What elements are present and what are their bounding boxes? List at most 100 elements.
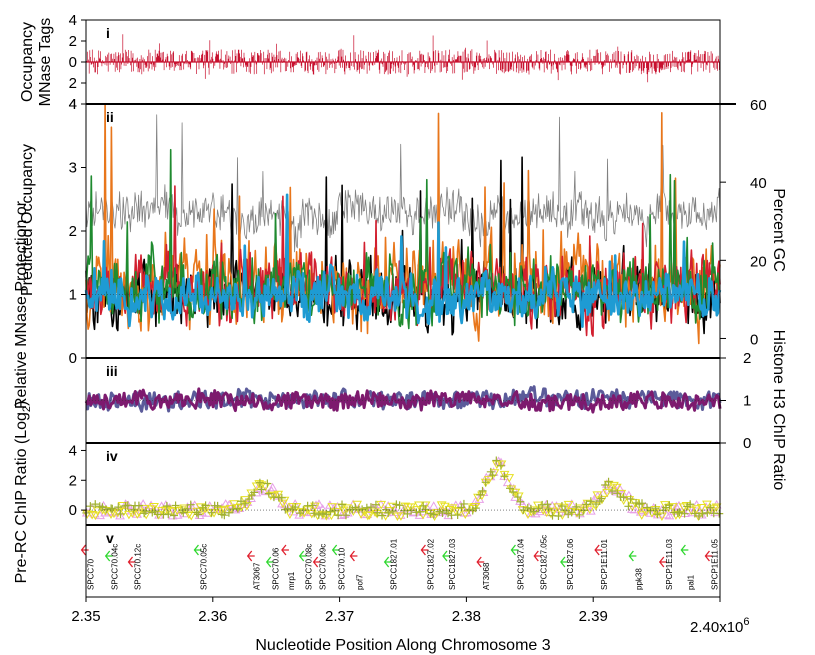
- marker-pre-rc-1: [138, 499, 148, 508]
- marker-pre-rc-2: [548, 507, 559, 517]
- marker-pre-rc-3: [257, 485, 266, 494]
- marker-pre-rc-3: [453, 510, 462, 519]
- panel-iv-tick-label: 4: [69, 442, 77, 459]
- marker-pre-rc-3: [608, 486, 617, 495]
- gene-arrow-icon: [193, 544, 202, 556]
- marker-pre-rc-2: [406, 503, 416, 512]
- marker-pre-rc-1: [566, 499, 577, 508]
- marker-pre-rc-3: [686, 500, 695, 509]
- marker-pre-rc-1: [428, 501, 439, 510]
- gene-arrow-icon: [246, 550, 255, 562]
- marker-pre-rc-3: [255, 478, 264, 487]
- marker-pre-rc-3: [141, 506, 150, 515]
- marker-pre-rc-3: [194, 510, 203, 519]
- marker-pre-rc-3: [371, 500, 380, 509]
- marker-pre-rc-1: [645, 508, 656, 517]
- marker-pre-rc-3: [308, 501, 317, 510]
- marker-pre-rc-2: [254, 480, 265, 489]
- y-label-predicted-occupancy: Predicted Occupancy: [19, 144, 36, 296]
- marker-pre-rc-2: [504, 474, 515, 483]
- marker-pre-rc-3: [134, 501, 143, 510]
- gene-arrow-icon: [442, 550, 450, 562]
- marker-pre-rc-1: [434, 507, 445, 517]
- marker-pre-rc-3: [86, 502, 95, 511]
- gene-arrow-icon: [704, 550, 713, 562]
- gene-label: pal1: [686, 574, 695, 590]
- marker-pre-rc-3: [653, 510, 662, 519]
- marker-pre-rc-2: [668, 503, 678, 512]
- marker-pre-rc-3: [162, 502, 171, 511]
- marker-pre-rc-3: [586, 497, 595, 506]
- marker-pre-rc-3: [557, 502, 566, 511]
- marker-pre-rc-3: [263, 479, 272, 488]
- panel-i-tick-label: 4: [69, 96, 77, 113]
- marker-pre-rc-2: [326, 511, 337, 521]
- marker-pre-rc-3: [638, 499, 647, 508]
- marker-pre-rc-2: [538, 506, 549, 515]
- percent-gc-tick-label: 20: [750, 253, 767, 270]
- marker-pre-rc-2: [553, 503, 563, 512]
- marker-pre-rc-3: [459, 499, 468, 508]
- marker-pre-rc-3: [529, 507, 538, 516]
- marker-pre-rc-3: [192, 508, 201, 517]
- marker-pre-rc-1: [671, 502, 682, 511]
- series-percent-gc: [85, 114, 721, 253]
- gene-label: SPCC1827.06: [566, 538, 575, 590]
- marker-pre-rc-3: [403, 509, 412, 518]
- marker-pre-rc-3: [245, 495, 254, 504]
- gene-label: SPCP1E11.01: [600, 538, 609, 590]
- marker-pre-rc-3: [604, 477, 613, 486]
- gene-arrow-icon: [560, 556, 568, 568]
- marker-pre-rc-2: [447, 504, 458, 513]
- panel-iv-tick-label: 2: [69, 472, 77, 489]
- x-tick-label: 2.38: [452, 608, 481, 625]
- marker-pre-rc-2: [246, 489, 257, 499]
- x-axis-label: Nucleotide Position Along Chromosome 3: [255, 637, 550, 654]
- marker-pre-rc-3: [582, 500, 591, 509]
- marker-pre-rc-3: [715, 509, 724, 518]
- marker-pre-rc-1: [186, 501, 197, 511]
- percent-gc-tick-label: 0: [750, 331, 758, 348]
- marker-pre-rc-1: [575, 508, 585, 518]
- marker-pre-rc-3: [543, 500, 552, 509]
- marker-pre-rc-3: [492, 456, 501, 465]
- marker-pre-rc-2: [184, 510, 194, 520]
- gene-arrow-icon: [312, 556, 321, 568]
- marker-pre-rc-2: [592, 491, 603, 500]
- marker-pre-rc-3: [91, 500, 100, 509]
- marker-pre-rc-2: [216, 506, 227, 516]
- gene-arrow-icon: [658, 556, 667, 568]
- marker-pre-rc-1: [253, 483, 264, 492]
- marker-pre-rc-2: [454, 507, 464, 517]
- marker-pre-rc-2: [186, 512, 197, 521]
- marker-pre-rc-2: [436, 501, 447, 510]
- series-h3-chip-2: [84, 387, 722, 414]
- marker-pre-rc-3: [186, 500, 195, 509]
- marker-pre-rc-2: [219, 505, 230, 515]
- marker-pre-rc-3: [384, 508, 393, 517]
- marker-pre-rc-3: [519, 506, 528, 515]
- marker-pre-rc-3: [220, 511, 229, 520]
- marker-pre-rc-3: [481, 478, 490, 487]
- gene-arrow-icon: [594, 544, 603, 556]
- gene-label: mrp1: [287, 571, 296, 590]
- marker-pre-rc-3: [544, 505, 553, 514]
- marker-pre-rc-2: [483, 476, 494, 485]
- marker-pre-rc-2: [273, 490, 284, 500]
- marker-pre-rc-1: [260, 486, 271, 496]
- x-tick-label: 2.39: [579, 608, 608, 625]
- marker-pre-rc-3: [314, 510, 323, 519]
- marker-pre-rc-3: [378, 511, 387, 520]
- marker-pre-rc-2: [711, 503, 722, 512]
- marker-pre-rc-2: [172, 506, 183, 516]
- marker-pre-rc-2: [362, 511, 373, 521]
- panel-label-iii: iii: [106, 363, 118, 379]
- marker-pre-rc-2: [312, 511, 323, 521]
- marker-pre-rc-2: [702, 500, 712, 510]
- labels-layer: SPCC70 SPCC70.04c SPCC70.12c SPCC70.05c AT30…: [13, 12, 787, 654]
- marker-pre-rc-3: [108, 504, 117, 513]
- marker-pre-rc-3: [416, 507, 425, 516]
- marker-pre-rc-3: [164, 510, 173, 519]
- marker-pre-rc-1: [390, 507, 401, 516]
- marker-pre-rc-3: [675, 508, 684, 517]
